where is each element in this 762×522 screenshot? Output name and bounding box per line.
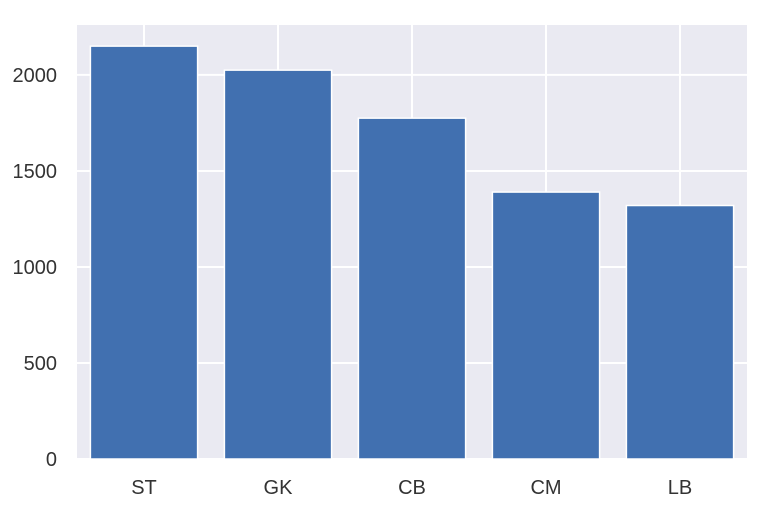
bar-lb [625, 204, 735, 460]
x-tick-label-cm: CM [530, 477, 561, 499]
x-tick-label-gk: GK [264, 477, 294, 499]
x-axis-ticks: ST GK CB CM LB [131, 477, 692, 499]
x-tick-label-st: ST [131, 477, 157, 499]
bar-gk [223, 69, 333, 460]
y-tick-label: 500 [24, 353, 57, 375]
bar-cb [357, 117, 467, 460]
x-tick-label-cb: CB [398, 477, 426, 499]
x-tick-label-lb: LB [668, 477, 692, 499]
y-tick-label: 1000 [13, 257, 58, 279]
bar-cm [491, 191, 601, 460]
bar-st [89, 45, 199, 460]
y-tick-label: 0 [46, 449, 57, 471]
y-tick-label: 2000 [13, 65, 58, 87]
y-axis-ticks: 0 500 1000 1500 2000 [13, 65, 58, 471]
y-tick-label: 1500 [13, 161, 58, 183]
bars [89, 45, 735, 460]
